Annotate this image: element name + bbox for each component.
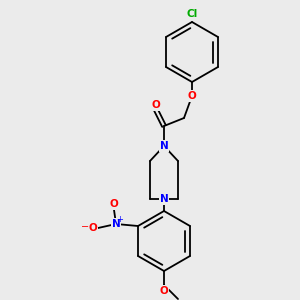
Text: N: N <box>160 141 168 151</box>
Text: O: O <box>188 91 196 101</box>
Text: Cl: Cl <box>186 9 198 19</box>
Text: −: − <box>81 222 89 232</box>
Text: N: N <box>112 219 120 229</box>
Text: N: N <box>160 194 168 204</box>
Text: O: O <box>160 286 168 296</box>
Text: +: + <box>117 214 124 224</box>
Text: O: O <box>110 199 118 209</box>
Text: O: O <box>152 100 160 110</box>
Text: O: O <box>88 223 98 233</box>
